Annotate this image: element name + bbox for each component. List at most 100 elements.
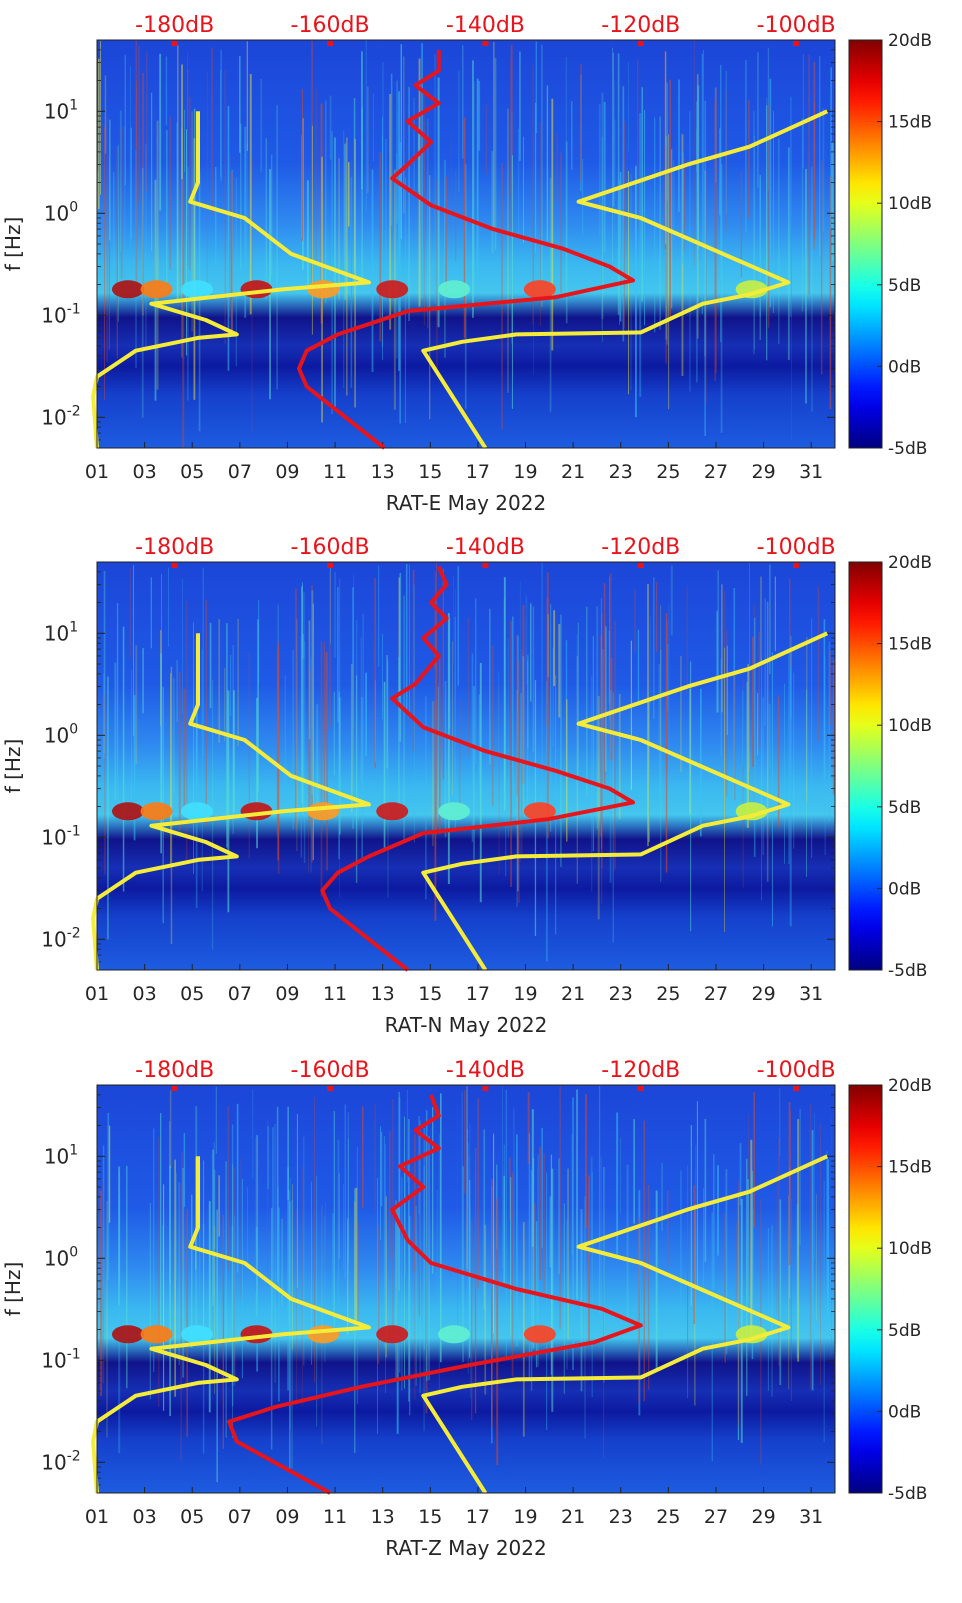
y-tick-label: 10-1 (41, 823, 80, 849)
x-axis-label: RAT-Z May 2022 (385, 1536, 546, 1560)
colorbar-tick-label: 15dB (888, 635, 932, 655)
series-station-median (320, 565, 635, 972)
colorbar-tick-label: 10dB (888, 194, 932, 214)
top-db-tick-label: -140dB (446, 13, 525, 38)
y-tick-label: 101 (44, 1142, 78, 1168)
x-tick-label: 01 (85, 1506, 109, 1528)
spectrogram-image (97, 562, 835, 970)
x-tick-label: 13 (371, 461, 395, 483)
y-tick-label: 10-2 (41, 925, 80, 951)
top-db-tick (637, 563, 644, 568)
x-tick-label: 07 (228, 1506, 252, 1528)
top-db-tick-label: -100dB (757, 1058, 836, 1083)
top-db-tick (171, 1086, 178, 1091)
y-tick-label: 10-2 (41, 403, 80, 429)
top-db-tick-label: -140dB (446, 1058, 525, 1083)
colorbar-tick-label: 0dB (888, 879, 921, 899)
x-tick-label: 03 (133, 461, 157, 483)
x-tick-label: 11 (323, 1506, 347, 1528)
x-tick-label: 19 (513, 983, 537, 1005)
x-axis-label: RAT-E May 2022 (386, 491, 546, 515)
top-db-tick (327, 41, 334, 46)
top-db-tick-label: -100dB (757, 13, 836, 38)
y-tick-label: 101 (44, 97, 78, 123)
x-tick-label: 23 (609, 461, 633, 483)
colorbar-tick-label: -5dB (888, 961, 927, 981)
x-tick-label: 27 (704, 461, 728, 483)
plot-frame (96, 39, 836, 449)
x-tick-label: 25 (656, 1506, 680, 1528)
x-tick-label: 31 (799, 461, 823, 483)
x-tick-label: 05 (180, 1506, 204, 1528)
x-tick-label: 15 (418, 461, 442, 483)
y-tick-label: 100 (44, 721, 78, 747)
top-db-tick-label: -180dB (135, 13, 214, 38)
y-axis-label: f [Hz] (1, 217, 25, 272)
top-db-tick-label: -100dB (757, 535, 836, 560)
y-tick-label: 101 (44, 619, 78, 645)
x-tick-label: 27 (704, 1506, 728, 1528)
colorbar-tick-label: 5dB (888, 798, 921, 818)
x-tick-label: 25 (656, 983, 680, 1005)
series-station-median (297, 49, 635, 450)
x-tick-label: 13 (371, 983, 395, 1005)
series-station-median (227, 1094, 643, 1495)
colorbar-tick-label: 20dB (888, 1076, 932, 1096)
top-db-tick (171, 563, 178, 568)
top-db-tick-label: -140dB (446, 535, 525, 560)
x-tick-label: 29 (751, 1506, 775, 1528)
top-db-tick-label: -180dB (135, 1058, 214, 1083)
x-tick-label: 27 (704, 983, 728, 1005)
top-db-tick (482, 563, 489, 568)
colorbar-tick-label: 5dB (888, 276, 921, 296)
colorbar-tick-label: 15dB (888, 113, 932, 133)
x-axis-label: RAT-N May 2022 (385, 1013, 548, 1037)
x-tick-label: 03 (133, 1506, 157, 1528)
colorbar-scale (848, 1084, 883, 1494)
top-db-tick (171, 41, 178, 46)
top-db-tick (637, 1086, 644, 1091)
y-axis-label: f [Hz] (1, 1262, 25, 1317)
y-axis-label: f [Hz] (1, 739, 25, 794)
colorbar-tick-label: 20dB (888, 31, 932, 51)
x-tick-label: 11 (323, 983, 347, 1005)
panel-3: 01 03 05 07 09 11 13 15 17 19 21 23 25 27 29 31 10-2 10-1… (1, 1058, 932, 1560)
top-db-tick (793, 41, 800, 46)
microseism-band (111, 280, 768, 299)
colorbar-tick-label: 10dB (888, 1239, 932, 1259)
x-tick-label: 23 (609, 983, 633, 1005)
x-tick-label: 25 (656, 461, 680, 483)
series-low-noise-model (91, 111, 371, 449)
x-tick-label: 21 (561, 1506, 585, 1528)
top-db-tick (327, 563, 334, 568)
top-db-tick (637, 41, 644, 46)
colorbar-tick-label: -5dB (888, 1484, 927, 1504)
x-tick-label: 23 (609, 1506, 633, 1528)
x-tick-label: 13 (371, 1506, 395, 1528)
top-db-tick-label: -160dB (291, 535, 370, 560)
colorbar-tick-label: 0dB (888, 1402, 921, 1422)
x-tick-label: 05 (180, 461, 204, 483)
y-tick-label: 100 (44, 199, 78, 225)
series-low-noise-model (91, 633, 371, 971)
top-db-tick (793, 1086, 800, 1091)
colorbar-tick-label: 0dB (888, 357, 921, 377)
x-tick-label: 01 (85, 983, 109, 1005)
x-tick-label: 21 (561, 461, 585, 483)
y-tick-label: 10-1 (41, 1346, 80, 1372)
top-db-tick (793, 563, 800, 568)
x-tick-label: 17 (466, 461, 490, 483)
colorbar-tick-label: 15dB (888, 1158, 932, 1178)
colorbar: 20dB 15dB 10dB 5dB 0dB -5dB (848, 31, 932, 459)
colorbar-scale (848, 39, 883, 449)
colorbar-tick-label: -5dB (888, 439, 927, 459)
colorbar-scale (848, 561, 883, 971)
top-db-tick-label: -180dB (135, 535, 214, 560)
x-tick-label: 15 (418, 1506, 442, 1528)
x-tick-label: 05 (180, 983, 204, 1005)
x-tick-label: 21 (561, 983, 585, 1005)
series-high-noise-model (421, 1154, 829, 1495)
spectrogram-image (97, 1085, 835, 1493)
